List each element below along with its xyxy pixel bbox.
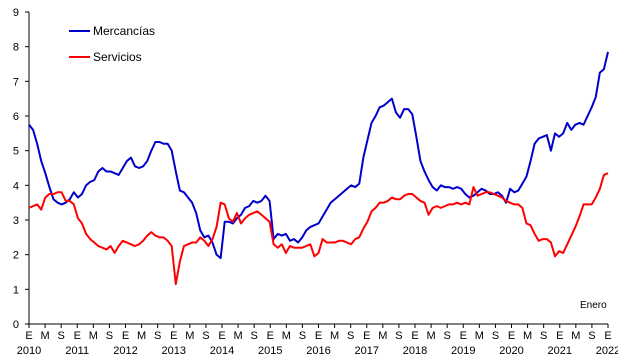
- year-label: 2010: [17, 345, 41, 357]
- x-tick-label: E: [411, 330, 418, 342]
- x-tick-label: M: [185, 330, 194, 342]
- x-tick-label: E: [170, 330, 177, 342]
- x-tick-label: S: [202, 330, 209, 342]
- year-label: 2022: [596, 345, 618, 357]
- x-tick-label: S: [395, 330, 402, 342]
- x-tick-label: M: [378, 330, 387, 342]
- x-tick-label: S: [347, 330, 354, 342]
- year-label: 2020: [499, 345, 523, 357]
- x-tick-label: M: [571, 330, 580, 342]
- x-tick-label: E: [25, 330, 32, 342]
- y-axis: 0 1 2 3 4 5 6 7 8 9: [13, 7, 30, 331]
- x-tick-label: E: [218, 330, 225, 342]
- x-tick-label: S: [540, 330, 547, 342]
- legend-label: Servicios: [93, 50, 142, 64]
- x-tick-label: M: [40, 330, 49, 342]
- y-tick-label: 1: [13, 284, 19, 296]
- y-tick-label: 7: [13, 76, 19, 88]
- year-label: 2016: [306, 345, 330, 357]
- x-tick-label: S: [492, 330, 499, 342]
- x-tick-label: E: [267, 330, 274, 342]
- year-label: 2015: [258, 345, 282, 357]
- y-tick-label: 4: [13, 180, 19, 192]
- x-tick-label: E: [315, 330, 322, 342]
- x-tick-label: E: [363, 330, 370, 342]
- x-tick-label: M: [282, 330, 291, 342]
- x-tick-label: E: [74, 330, 81, 342]
- year-label: 2012: [113, 345, 137, 357]
- x-tick-label: M: [89, 330, 98, 342]
- x-tick-label: M: [523, 330, 532, 342]
- series-layer: [28, 51, 609, 286]
- year-label: 2011: [65, 345, 89, 357]
- series-line-servicios: [28, 172, 609, 286]
- series-line-mercancias: [28, 51, 609, 260]
- x-tick-label: E: [460, 330, 467, 342]
- year-label: 2018: [403, 345, 427, 357]
- x-tick-label: S: [57, 330, 64, 342]
- x-tick-label: M: [137, 330, 146, 342]
- year-label: 2019: [451, 345, 475, 357]
- y-tick-label: 8: [13, 42, 19, 54]
- x-tick-label: M: [475, 330, 484, 342]
- y-tick-label: 9: [13, 7, 19, 19]
- year-label: 2013: [162, 345, 186, 357]
- y-tick-label: 3: [13, 215, 19, 227]
- x-tick-label: S: [443, 330, 450, 342]
- y-tick-label: 0: [13, 319, 19, 331]
- year-label: 2017: [355, 345, 379, 357]
- x-tick-label: E: [556, 330, 563, 342]
- x-tick-label: M: [426, 330, 435, 342]
- year-label: 2021: [548, 345, 572, 357]
- chart-note: Enero: [580, 300, 607, 311]
- x-tick-label: S: [299, 330, 306, 342]
- x-tick-label: M: [330, 330, 339, 342]
- legend-label: Mercancías: [93, 24, 155, 38]
- x-tick-label: M: [233, 330, 242, 342]
- legend: Mercancías Servicios: [69, 24, 155, 64]
- x-tick-label: S: [250, 330, 257, 342]
- y-tick-label: 5: [13, 146, 19, 158]
- x-tick-label: S: [154, 330, 161, 342]
- x-axis: E M S E M S E M S E M S E M S E M S E M S E M S E M S E M S E M S E M S E201…: [17, 323, 618, 357]
- y-tick-label: 2: [13, 250, 19, 262]
- x-tick-label: S: [588, 330, 595, 342]
- y-tick-label: 6: [13, 111, 19, 123]
- x-tick-label: E: [508, 330, 515, 342]
- x-tick-label: E: [604, 330, 611, 342]
- x-tick-label: S: [106, 330, 113, 342]
- x-tick-label: E: [122, 330, 129, 342]
- year-label: 2014: [210, 345, 234, 357]
